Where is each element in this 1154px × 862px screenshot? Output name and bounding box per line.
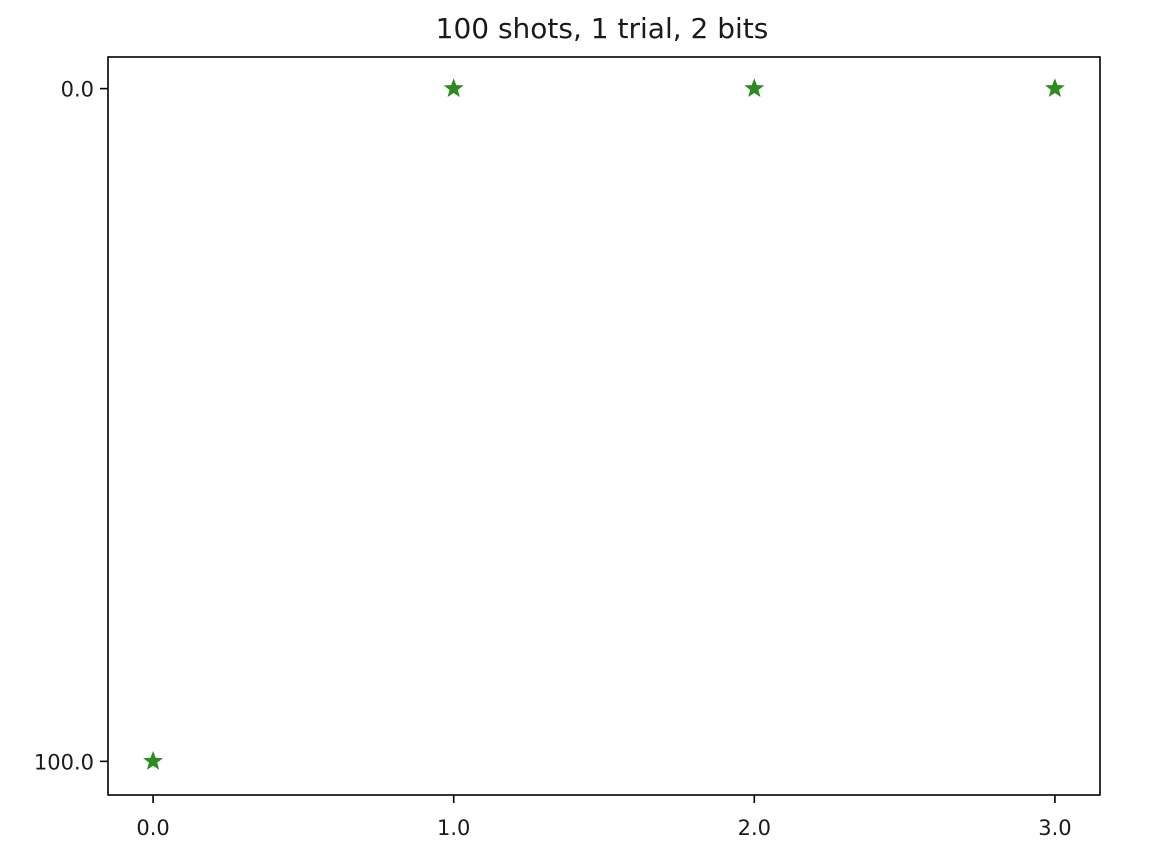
plot-area (107, 56, 1101, 796)
data-point (744, 78, 765, 98)
y-tick-label: 100.0 (34, 750, 94, 774)
data-point (143, 750, 163, 770)
y-tick-label: 0.0 (61, 78, 94, 102)
data-point (1045, 78, 1065, 98)
x-tick-label: 3.0 (1038, 816, 1071, 840)
x-tick-label: 0.0 (136, 816, 169, 840)
data-series (143, 78, 1065, 770)
x-axis: 0.0 1.0 2.0 3.0 (136, 795, 1072, 840)
x-tick-label: 1.0 (437, 816, 470, 840)
data-point (443, 78, 464, 98)
chart-title: 100 shots, 1 trial, 2 bits (436, 12, 769, 45)
x-tick-label: 2.0 (738, 816, 771, 840)
y-axis: 0.0 100.0 (34, 78, 108, 774)
